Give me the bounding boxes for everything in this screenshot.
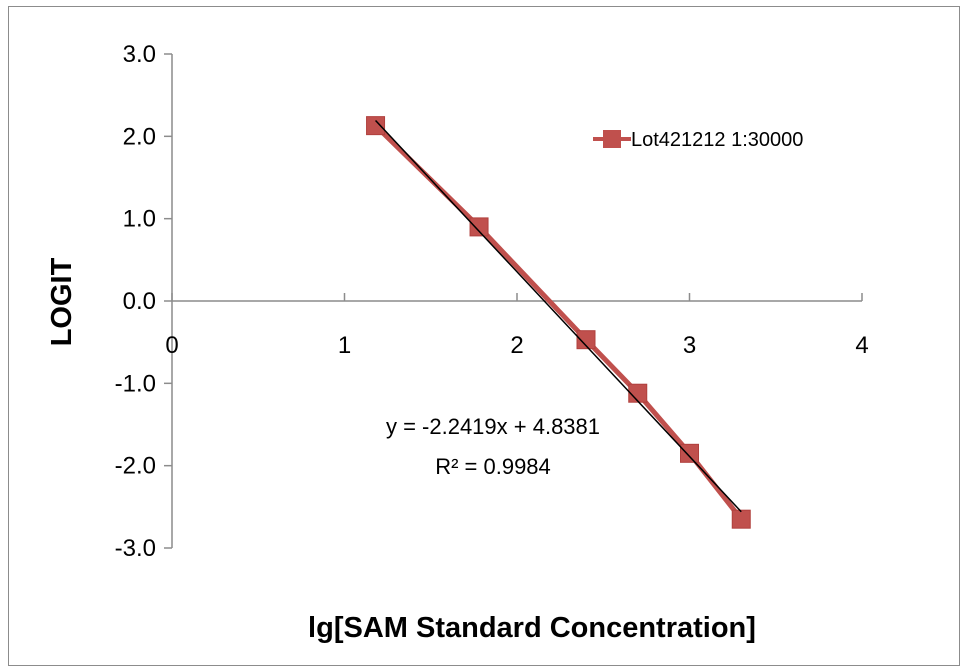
- x-tick-label: 1: [338, 332, 351, 359]
- data-point-marker: [576, 330, 596, 350]
- trendline-equation: y = -2.2419x + 4.8381: [386, 414, 600, 439]
- y-axis-title: LOGIT: [46, 257, 78, 346]
- chart-frame: [8, 6, 960, 666]
- y-tick-label: -1.0: [115, 370, 156, 397]
- x-tick-label: 0: [165, 332, 178, 359]
- logit-chart: 3.0 2.0 1.0 0.0 -1.0 -2.0 -3.0 0 1 2 3 4 lg[SAM Sta…: [46, 41, 869, 644]
- series-layer: [366, 116, 751, 529]
- trendline-r-squared: R² = 0.9984: [435, 454, 551, 479]
- y-tick-label: -3.0: [115, 535, 156, 562]
- y-tick-label: 3.0: [123, 41, 156, 68]
- legend: Lot421212 1:30000: [593, 129, 803, 151]
- y-tick-label: 2.0: [123, 123, 156, 150]
- legend-label: Lot421212 1:30000: [631, 129, 803, 151]
- x-tick-label: 4: [855, 332, 868, 359]
- data-point-marker: [680, 443, 699, 463]
- tick-labels: 3.0 2.0 1.0 0.0 -1.0 -2.0 -3.0 0 1 2 3 4: [115, 41, 869, 562]
- series-line: [373, 123, 744, 521]
- data-point-marker: [628, 383, 648, 403]
- y-tick-label: 0.0: [123, 288, 156, 315]
- legend-marker-swatch: [603, 130, 621, 148]
- x-tick-label: 3: [683, 332, 696, 359]
- y-tick-label: -2.0: [115, 453, 156, 480]
- ticks: [164, 53, 863, 549]
- x-tick-label: 2: [510, 332, 523, 359]
- trendline-layer: [375, 119, 742, 513]
- y-tick-label: 1.0: [123, 206, 156, 233]
- data-point-marker: [469, 217, 489, 237]
- data-point-marker: [366, 116, 386, 136]
- x-axis-title: lg[SAM Standard Concentration]: [308, 612, 756, 644]
- trendline: [375, 119, 742, 513]
- data-point-marker: [731, 509, 751, 529]
